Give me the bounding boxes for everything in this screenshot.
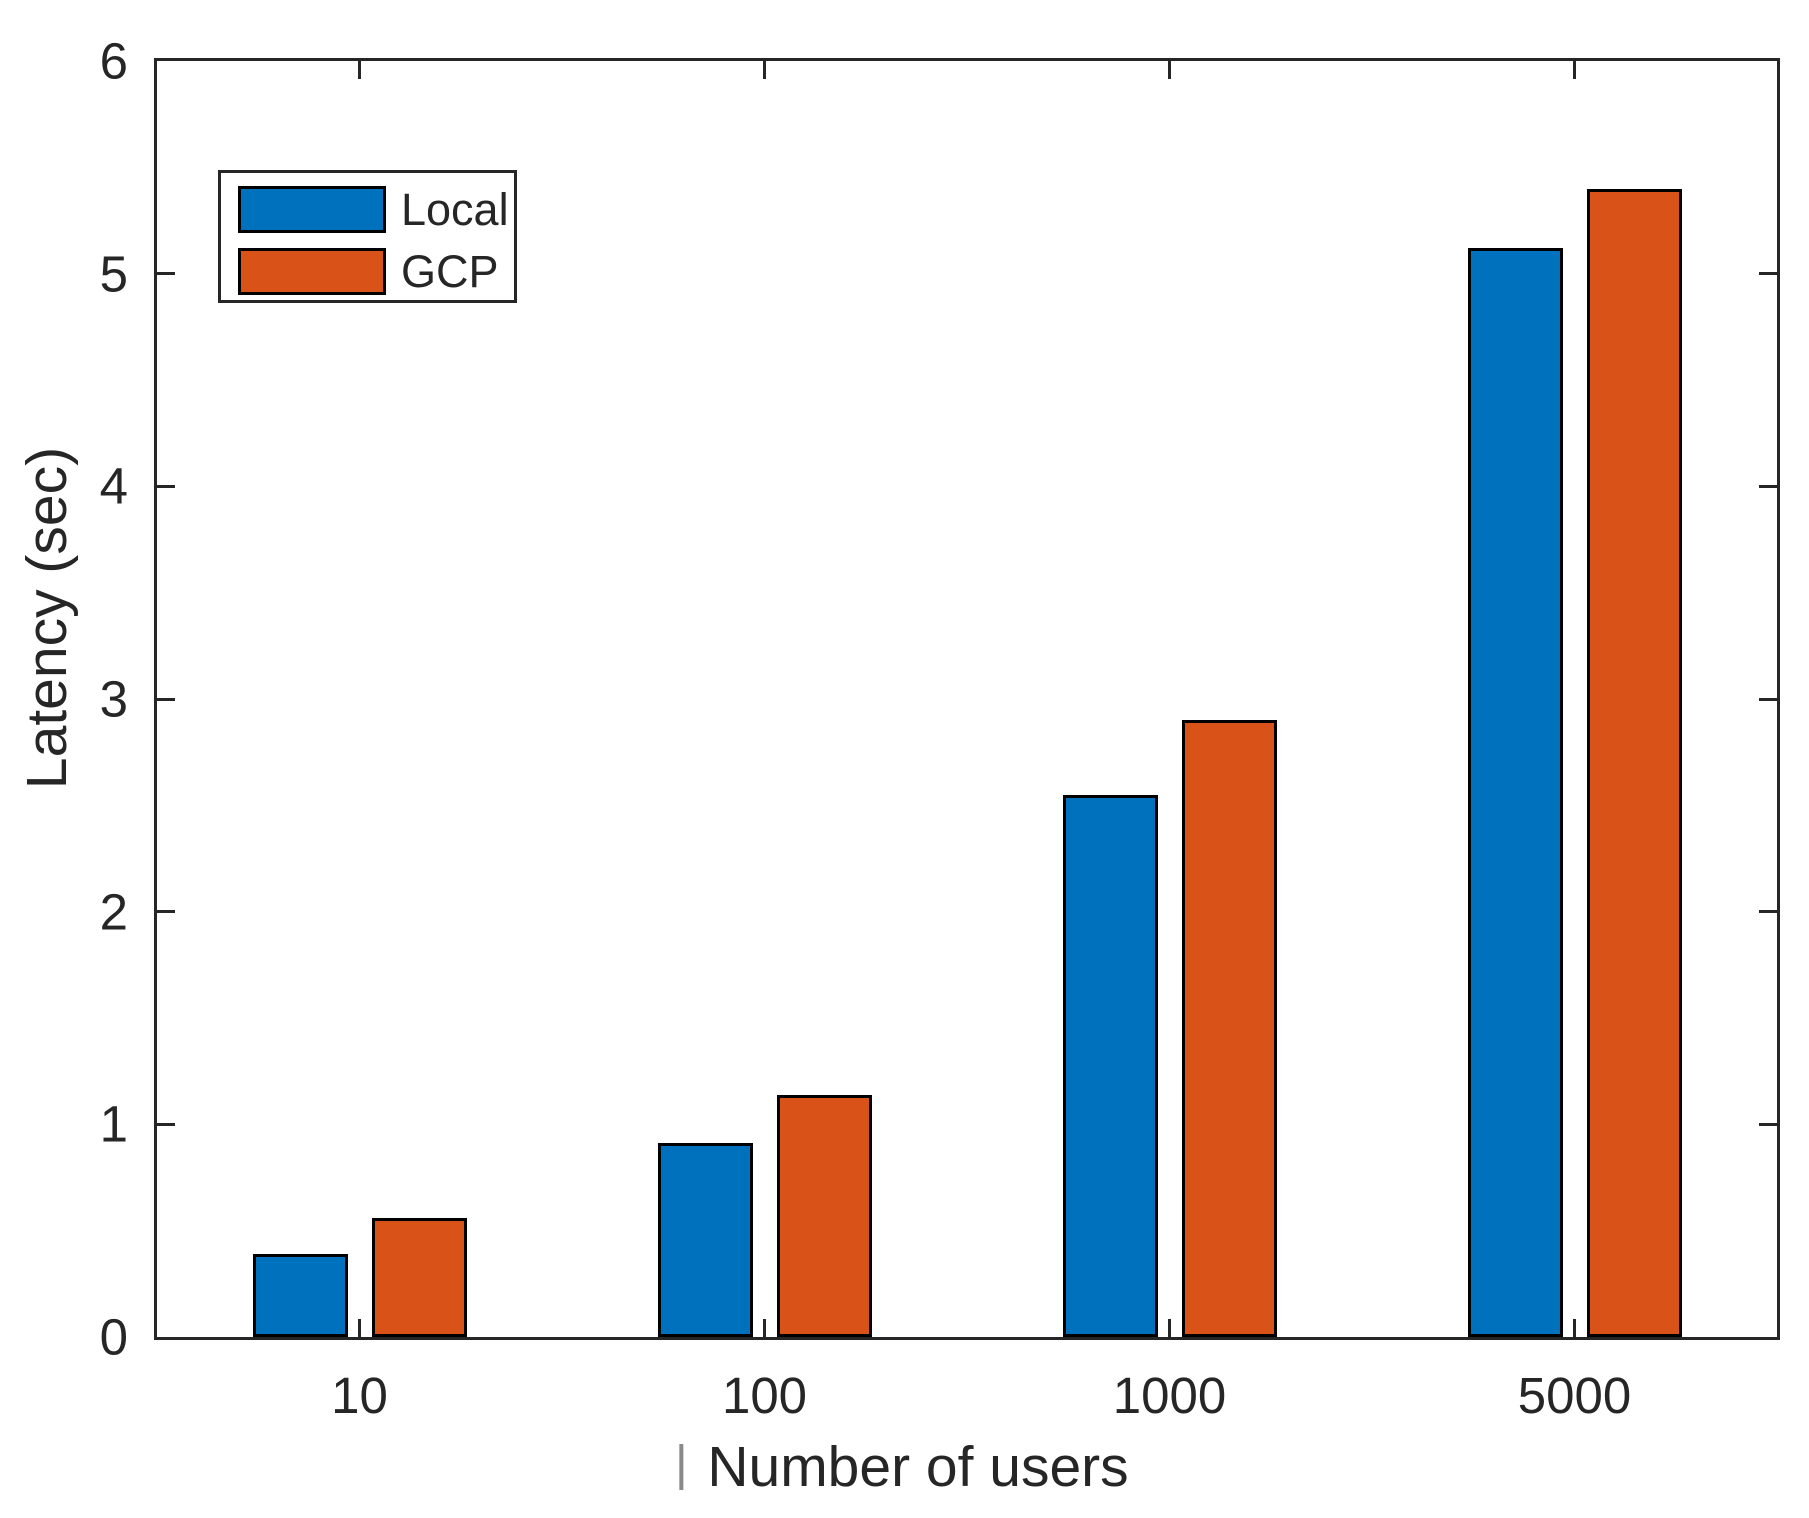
y-tick-mark-left — [157, 697, 175, 701]
y-tick-mark-right — [1759, 910, 1777, 914]
y-tick-label: 5 — [99, 245, 128, 303]
y-tick-mark-left — [157, 272, 175, 276]
bar-gcp-5000 — [1586, 188, 1682, 1337]
y-tick-mark-right — [1759, 1122, 1777, 1126]
legend-label-local: Local — [401, 183, 509, 235]
bar-local-1000 — [1062, 794, 1158, 1337]
y-tick-label: 2 — [99, 883, 128, 941]
x-tick-mark-top — [763, 61, 766, 79]
plot-area — [154, 58, 1780, 1340]
legend-swatch-gcp — [238, 248, 386, 295]
legend-swatch-local — [238, 186, 386, 233]
x-tick-mark-top — [358, 61, 361, 79]
x-tick-label: 10 — [331, 1367, 388, 1424]
x-tick-mark-top — [1168, 61, 1171, 79]
legend-item-gcp: GCP — [238, 245, 514, 297]
y-tick-label: 4 — [99, 457, 128, 515]
x-axis-label-group: Number of users — [679, 1434, 1129, 1500]
y-tick-mark-right — [1759, 697, 1777, 701]
x-tick-mark-bottom — [763, 1319, 766, 1337]
x-tick-mark-bottom — [358, 1319, 361, 1337]
x-tick-mark-top — [1573, 61, 1576, 79]
legend-label-gcp: GCP — [401, 245, 499, 297]
bar-gcp-10 — [371, 1217, 467, 1337]
y-tick-mark-right — [1759, 484, 1777, 488]
x-tick-label: 1000 — [1112, 1367, 1227, 1424]
x-tick-mark-bottom — [1573, 1319, 1576, 1337]
legend-item-local: Local — [238, 183, 514, 235]
bar-gcp-1000 — [1181, 720, 1277, 1337]
x-tick-label: 5000 — [1517, 1367, 1632, 1424]
y-tick-label: 6 — [99, 32, 128, 90]
y-tick-mark-left — [157, 484, 175, 488]
text-cursor-artifact — [679, 1444, 684, 1490]
bar-local-10 — [252, 1254, 348, 1337]
x-axis-label: Number of users — [707, 1435, 1129, 1499]
bar-gcp-100 — [776, 1094, 872, 1337]
legend: Local GCP — [218, 170, 517, 303]
y-tick-mark-left — [157, 1122, 175, 1126]
y-tick-mark-left — [157, 910, 175, 914]
x-tick-label: 100 — [721, 1367, 808, 1424]
bar-local-100 — [657, 1143, 753, 1337]
y-tick-label: 3 — [99, 670, 128, 728]
x-tick-mark-bottom — [1168, 1319, 1171, 1337]
y-tick-label: 1 — [99, 1095, 128, 1153]
y-tick-label: 0 — [99, 1308, 128, 1366]
bar-local-5000 — [1467, 248, 1563, 1337]
y-tick-mark-right — [1759, 272, 1777, 276]
